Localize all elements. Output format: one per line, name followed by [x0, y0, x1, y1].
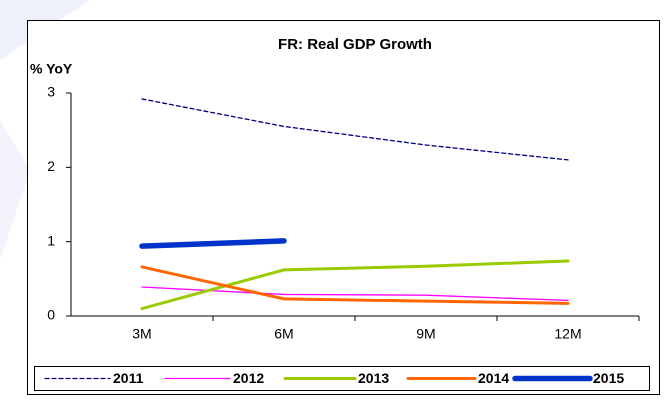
x-tick-label: 9M [416, 326, 435, 342]
legend-label: 2013 [358, 370, 389, 386]
y-tick-label: 0 [47, 307, 55, 323]
series-line [141, 98, 569, 161]
legend-label: 2011 [113, 370, 144, 386]
y-axis-title: % YoY [30, 61, 73, 77]
series-line [140, 259, 570, 311]
y-tick-label: 2 [47, 158, 55, 174]
decoration [0, 120, 30, 260]
x-tick-label: 6M [274, 326, 293, 342]
y-tick-label: 3 [47, 84, 55, 100]
y-tick-label: 1 [47, 232, 55, 248]
series-line [139, 238, 287, 249]
x-tick-label: 12M [554, 326, 581, 342]
legend-label: 2015 [593, 370, 624, 386]
x-tick-label: 3M [132, 326, 151, 342]
legend-label: 2014 [478, 370, 509, 386]
series-line [140, 265, 570, 305]
chart-title: FR: Real GDP Growth [278, 36, 432, 53]
legend-label: 2012 [233, 370, 264, 386]
chart-frame [27, 20, 660, 395]
